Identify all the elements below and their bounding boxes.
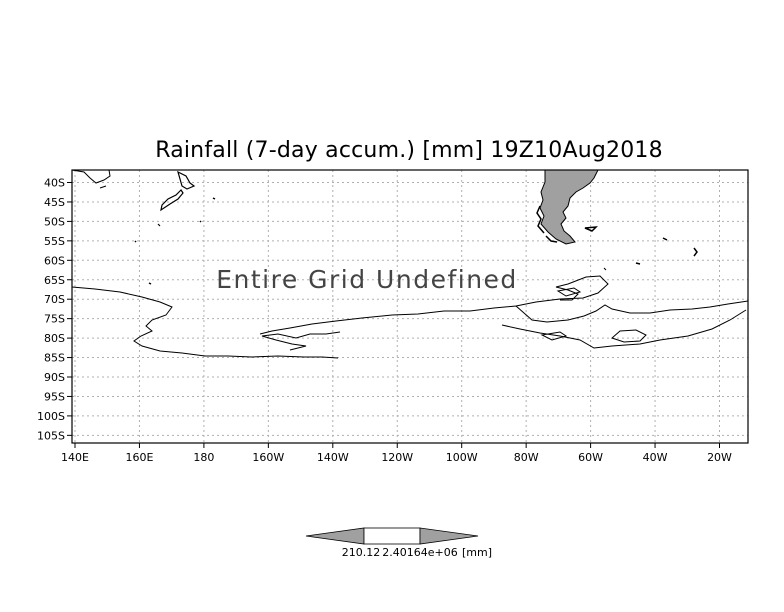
lon-tick-label: 140E [61,451,89,464]
map-gridlines [72,170,748,443]
lat-tick-label: 105S [37,429,65,442]
lat-tick-label: 50S [44,215,65,228]
lon-tick-label: 20W [707,451,732,464]
lon-tick-label: 180 [193,451,214,464]
lon-tick-label: 60W [578,451,603,464]
lat-tick-label: 85S [44,352,65,365]
legend-left-arrow [305,527,365,545]
legend-max-label: 2.40164e+06 [382,546,457,559]
lat-tick-label: 40S [44,177,65,190]
lon-tick-label: 120W [381,451,413,464]
lon-tick-label: 40W [643,451,668,464]
map-frame [71,169,749,444]
legend-middle-box [363,527,421,545]
lat-tick-label: 95S [44,390,65,403]
legend-min-label: 210.12 [342,546,381,559]
south-america-coast-islands [536,205,598,243]
longitude-axis: 140E 160E 180 160W 140W 120W 100W 80W 60W 40W 20W [61,443,732,464]
australia-coast [71,169,111,189]
antarctica-coastline [71,267,749,359]
map-title: Rainfall (7-day accum.) [mm] 19Z10Aug201… [155,138,663,163]
south-america-land [539,169,599,245]
ice-shelf-outline [540,287,647,343]
lon-tick-label: 160W [252,451,284,464]
latitude-axis: 40S 45S 50S 55S 60S 65S 70S 75S 80S 85S 90S 95S 100S… [37,177,72,442]
lat-tick-label: 80S [44,332,65,345]
lat-tick-label: 55S [44,235,65,248]
legend-right-arrow [419,527,479,545]
lat-tick-label: 100S [37,410,65,423]
lat-tick-label: 45S [44,196,65,209]
color-legend: 210.12 2.40164e+06 [mm] [305,527,492,559]
lon-tick-label: 140W [317,451,349,464]
lon-tick-label: 80W [514,451,539,464]
legend-unit-label: [mm] [462,546,492,559]
new-zealand-coast [157,170,196,227]
lon-tick-label: 100W [446,451,478,464]
small-islands [134,197,698,285]
lat-tick-label: 90S [44,371,65,384]
lat-tick-label: 75S [44,313,65,326]
lat-tick-label: 70S [44,293,65,306]
undefined-grid-message: Entire Grid Undefined [216,265,518,294]
lon-tick-label: 160E [125,451,153,464]
lat-tick-label: 65S [44,274,65,287]
lat-tick-label: 60S [44,254,65,267]
